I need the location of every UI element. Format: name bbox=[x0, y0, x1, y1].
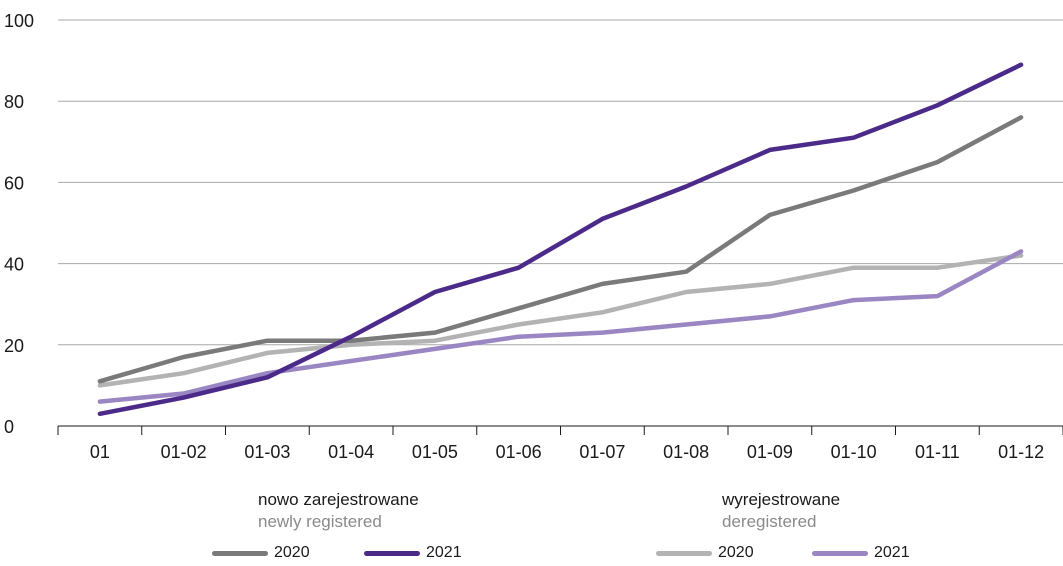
series-line-new-2021 bbox=[97, 62, 1024, 417]
series-line-new-2020 bbox=[97, 115, 1024, 384]
legend-label: 2021 bbox=[426, 544, 462, 561]
x-tick-label: 01-09 bbox=[747, 442, 793, 462]
x-tick-label: 01-08 bbox=[663, 442, 709, 462]
legend-item-dereg-2021: 2021 bbox=[812, 544, 910, 562]
y-tick-label: 60 bbox=[4, 173, 24, 193]
x-tick-label: 01-04 bbox=[328, 442, 374, 462]
legend-item-dereg-2020: 2020 bbox=[656, 544, 754, 562]
series-line-dereg-2021 bbox=[97, 249, 1024, 404]
x-tick-label: 01-07 bbox=[579, 442, 625, 462]
x-axis: 01 01-02 01-03 01-04 01-05 01-06 01-07 01-08 01-… bbox=[57, 425, 1063, 462]
legend-group-subtitle-new: newly registered bbox=[258, 512, 382, 531]
legend-swatch bbox=[812, 550, 868, 556]
series-line-dereg-2020 bbox=[97, 253, 1024, 388]
legend-item-new-2020: 2020 bbox=[212, 544, 310, 562]
legend-swatch bbox=[212, 550, 268, 556]
y-tick-label: 100 bbox=[4, 11, 34, 31]
legend-group-subtitle-dereg: deregistered bbox=[722, 512, 817, 531]
legend-label: 2020 bbox=[274, 544, 310, 561]
legend-swatch bbox=[656, 550, 712, 556]
series-lines bbox=[97, 62, 1024, 417]
legend-label: 2020 bbox=[718, 544, 754, 561]
x-tick-label: 01-02 bbox=[161, 442, 207, 462]
x-tick-label: 01-12 bbox=[998, 442, 1044, 462]
legend-item-new-2021: 2021 bbox=[364, 544, 462, 562]
legend-group-title-dereg: wyrejestrowane bbox=[722, 490, 841, 509]
x-tick-label: 01-05 bbox=[412, 442, 458, 462]
y-tick-label: 20 bbox=[4, 336, 24, 356]
y-tick-label: 0 bbox=[4, 417, 14, 437]
x-tick-label: 01-11 bbox=[915, 442, 960, 462]
y-tick-label: 40 bbox=[4, 255, 24, 275]
y-tick-label: 80 bbox=[4, 92, 24, 112]
x-tick-label: 01 bbox=[90, 442, 110, 462]
y-axis-ticks: 0 20 40 60 80 100 bbox=[4, 11, 34, 437]
legend-swatch bbox=[364, 550, 420, 556]
x-tick-label: 01-03 bbox=[244, 442, 290, 462]
x-tick-label: 01-10 bbox=[831, 442, 877, 462]
legend-label: 2021 bbox=[874, 544, 910, 561]
gridlines bbox=[58, 19, 1063, 346]
legend-group-title-new: nowo zarejestrowane bbox=[258, 490, 419, 509]
x-tick-label: 01-06 bbox=[496, 442, 542, 462]
